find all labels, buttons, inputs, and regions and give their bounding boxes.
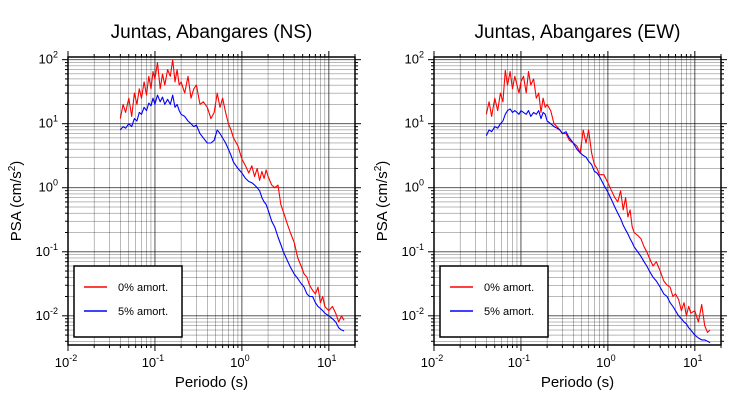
series-line-undamped: [485, 69, 711, 333]
legend-label-undamped: 0% amort.: [118, 282, 168, 294]
y-tick-label: 102: [405, 50, 424, 67]
x-tick-label: 10-2: [421, 353, 443, 370]
x-tick-label: 10-1: [508, 353, 530, 370]
chart-title: Juntas, Abangares (NS): [111, 22, 313, 43]
y-tick-label: 10-1: [402, 242, 424, 259]
legend-box: [73, 265, 183, 338]
chart-panel-2: 10-2 10-1 100 101 10-2 10-1 100 101 102 Juntas, A…: [373, 22, 727, 391]
x-tick-label: 10-1: [142, 353, 164, 370]
plot-frame: [67, 56, 356, 346]
series-line-damped: [119, 94, 345, 332]
y-tick-label: 101: [39, 114, 58, 131]
y-tick-label: 102: [39, 50, 58, 67]
y-tick-label: 100: [405, 178, 424, 195]
legend-box: [439, 265, 549, 338]
plot-frame: [433, 56, 722, 346]
y-axis-ticks: 10-2 10-1 100 101 102: [402, 50, 727, 342]
y-axis-ticks: 10-2 10-1 100 101 102: [36, 50, 361, 342]
series-line-damped: [485, 108, 711, 344]
x-tick-label: 101: [317, 353, 336, 370]
legend: 0% amort. 5% amort.: [439, 265, 549, 338]
x-axis-label: Periodo (s): [175, 374, 248, 391]
x-axis-ticks: 10-2 10-1 100 101: [421, 51, 722, 370]
x-tick-label: 101: [683, 353, 702, 370]
x-tick-label: 100: [230, 353, 249, 370]
y-tick-label: 100: [39, 178, 58, 195]
x-tick-label: 100: [596, 353, 615, 370]
x-tick-label: 10-2: [55, 353, 77, 370]
y-tick-label: 10-2: [402, 306, 424, 323]
legend-label-damped: 5% amort.: [484, 306, 534, 318]
y-axis-label: PSA (cm/s2): [7, 161, 25, 242]
legend-label-damped: 5% amort.: [118, 306, 168, 318]
series-line-undamped: [119, 59, 345, 323]
y-tick-label: 101: [405, 114, 424, 131]
chart-panel-1: 10-2 10-1 100 101 10-2 10-1 100 101 102 Juntas, A…: [7, 22, 361, 391]
legend: 0% amort. 5% amort.: [73, 265, 183, 338]
x-axis-ticks: 10-2 10-1 100 101: [55, 51, 356, 370]
y-tick-label: 10-2: [36, 306, 58, 323]
y-axis-label: PSA (cm/s2): [373, 161, 391, 242]
x-axis-label: Periodo (s): [541, 374, 614, 391]
legend-label-undamped: 0% amort.: [484, 282, 534, 294]
y-tick-label: 10-1: [36, 242, 58, 259]
chart-title: Juntas, Abangares (EW): [475, 22, 681, 43]
y-gridlines: [434, 59, 721, 342]
